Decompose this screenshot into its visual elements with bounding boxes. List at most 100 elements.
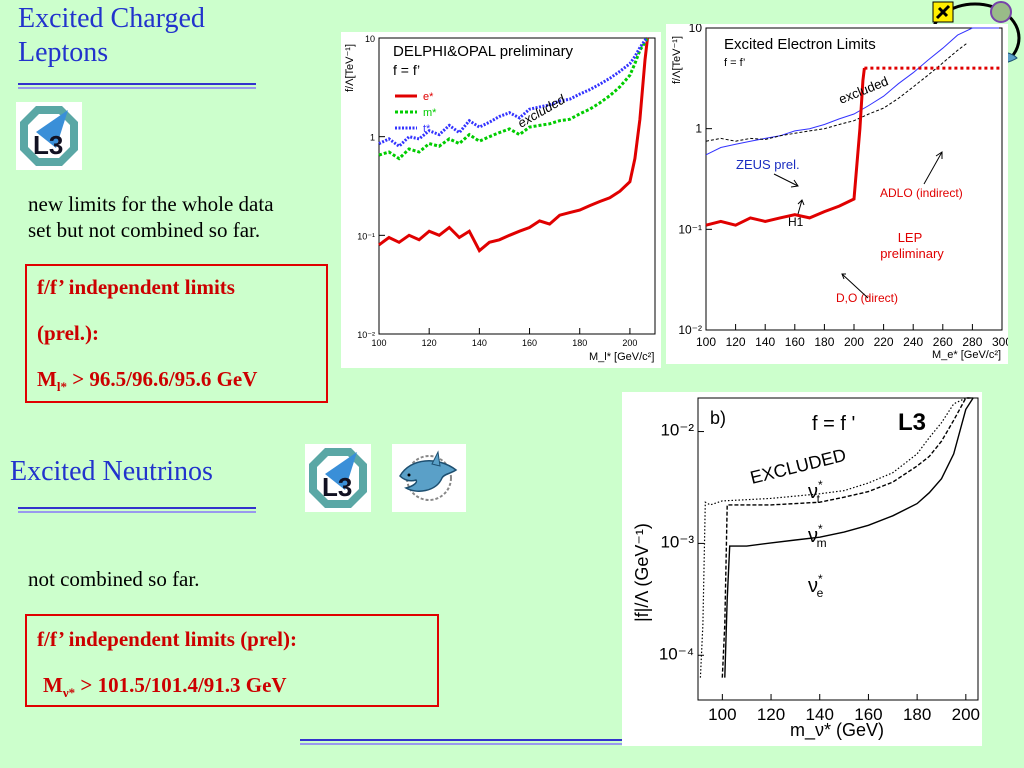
c1-annotation: excluded xyxy=(515,91,568,130)
c1-ytick-label: 1 xyxy=(370,133,375,143)
c3-xtick-label: 120 xyxy=(757,705,785,724)
box2-sub: ν* xyxy=(62,685,76,701)
c1-ytick-label: 10 xyxy=(365,34,375,44)
c1-ylabel: f/Λ[TeV⁻¹] xyxy=(344,44,356,92)
c1-xtick-label: 180 xyxy=(572,338,587,348)
l3-logo-icon-2: L3 xyxy=(305,444,371,512)
box2-line2: Mν* > 101.5/101.4/91.3 GeV xyxy=(43,674,287,704)
c1-ytick-label: 10⁻² xyxy=(357,330,375,340)
c3-xtick-label: 100 xyxy=(708,705,736,724)
chart-excited-electron: 100 120 140 160 180 200 220 240 260 280 300 10⁻² 10⁻… xyxy=(666,21,1012,364)
c3-series-0 xyxy=(699,397,974,678)
title-underline-1 xyxy=(18,83,256,85)
box2-line1: f/f’ independent limits (prel): xyxy=(37,627,297,651)
box1-line2: (prel.): xyxy=(37,321,100,345)
chart-l3-neutrinos: 100 120 140 160 180 200 10⁻⁴ 10⁻³ 10⁻² b) f = f … xyxy=(622,392,982,746)
c2-xtick-label: 100 xyxy=(696,335,716,349)
section-title-charged: Excited Charged Leptons xyxy=(18,2,258,70)
c2-arrows xyxy=(773,151,943,299)
c2-xtick-label: 240 xyxy=(903,335,923,349)
charged-note-line1: new limits for the whole data xyxy=(28,192,274,216)
title-line-2: Leptons xyxy=(18,37,109,68)
c2-xlabel: M_e* [GeV/c²] xyxy=(932,349,1001,361)
c2-series-2 xyxy=(705,67,866,227)
c1-xtick-label: 140 xyxy=(472,338,487,348)
c1-ytick-label: 10⁻¹ xyxy=(357,231,375,241)
title-underline-2 xyxy=(18,507,256,509)
c2-xtick-label: 120 xyxy=(726,335,746,349)
bottom-rule xyxy=(300,739,784,741)
c2-xtick-label: 220 xyxy=(874,335,894,349)
box1-value: > 96.5/96.6/95.6 GeV xyxy=(66,367,258,391)
box1-sub: l* xyxy=(56,379,67,395)
c3-subtitle: f = f ' xyxy=(812,413,855,435)
c1-series-1 xyxy=(378,37,649,161)
c3-series-1 xyxy=(721,397,974,678)
c2-series-1 xyxy=(705,43,967,142)
c3-frame xyxy=(697,397,979,701)
box2-m: M xyxy=(43,673,63,697)
c2-xtick-label: 180 xyxy=(814,335,834,349)
title-line-1: Excited Charged xyxy=(18,3,205,34)
c1-xtick-label: 200 xyxy=(622,338,637,348)
c1-legend-label: e* xyxy=(423,91,434,103)
chart-1-svg: 100 120 140 160 180 200 10⁻² 10⁻¹ 1 10 DELPHI&OPA… xyxy=(344,34,656,363)
chart-3-svg: 100 120 140 160 180 200 10⁻⁴ 10⁻³ 10⁻² b) f = f … xyxy=(632,397,980,741)
c2-subtitle: f = f’ xyxy=(724,57,745,69)
c3-label-nut: ν* t xyxy=(808,478,823,506)
c2-xtick-label: 260 xyxy=(933,335,953,349)
c2-xtick-label: 140 xyxy=(755,335,775,349)
section-title-neutrinos: Excited Neutrinos xyxy=(10,456,213,487)
svg-text:L3: L3 xyxy=(33,130,63,160)
c2-ann-do: D,O (direct) xyxy=(836,291,898,305)
c2-ann-adlo: ADLO (indirect) xyxy=(880,186,963,200)
c3-xlabel: m_ν* (GeV) xyxy=(790,720,884,741)
c3-ytick-label: 10⁻⁴ xyxy=(659,644,694,663)
c2-ytick-label: 1 xyxy=(695,122,702,136)
charged-note-line2: set but not combined so far. xyxy=(28,218,261,242)
c3-xtick-label: 160 xyxy=(854,705,882,724)
charged-note: new limits for the whole data set but no… xyxy=(28,191,338,243)
c2-ann-zeus: ZEUS prel. xyxy=(736,157,800,172)
neutrino-limits-box: f/f’ independent limits (prel): Mν* > 10… xyxy=(25,614,439,707)
c3-ylabel: |f|/Λ (GeV⁻¹) xyxy=(632,523,652,622)
box1-line1: f/f’ independent limits xyxy=(37,275,235,299)
c3-series-2 xyxy=(724,397,974,678)
c2-xtick-label: 280 xyxy=(962,335,982,349)
c3-label-nue: ν* e xyxy=(808,572,824,600)
c1-title: DELPHI&OPAL preliminary xyxy=(393,43,574,60)
c1-series-2 xyxy=(378,36,649,149)
c1-subtitle: f = f’ xyxy=(393,62,420,78)
charged-limits-box: f/f’ independent limits (prel.): Ml* > 9… xyxy=(25,264,328,403)
c3-annotation: EXCLUDED xyxy=(748,445,848,488)
svg-text:L3: L3 xyxy=(322,472,352,502)
c3-xtick-label: 140 xyxy=(806,705,834,724)
c2-xtick-label: 160 xyxy=(785,335,805,349)
c1-xtick-label: 120 xyxy=(422,338,437,348)
c3-xtick-label: 200 xyxy=(952,705,980,724)
chart-delphi-opal: 100 120 140 160 180 200 10⁻² 10⁻¹ 1 10 DELPHI&OPA… xyxy=(341,32,661,368)
box2-value: > 101.5/101.4/91.3 GeV xyxy=(75,673,287,697)
box1-m: M xyxy=(37,367,57,391)
c1-xlabel: M_l* [GeV/c²] xyxy=(589,351,654,363)
c1-xtick-label: 160 xyxy=(522,338,537,348)
c3-ytick-label: 10⁻² xyxy=(660,421,694,440)
c2-ann-lep: LEP xyxy=(898,230,923,245)
dolphin-logo-icon xyxy=(392,444,466,512)
c2-ann-prelim: preliminary xyxy=(880,246,944,261)
c1-xtick-label: 100 xyxy=(371,338,386,348)
c1-legend-label: m* xyxy=(423,107,437,119)
c3-xtick-label: 180 xyxy=(903,705,931,724)
c3-panel-label: b) xyxy=(710,408,726,428)
chart-2-svg: 100 120 140 160 180 200 220 240 260 280 300 10⁻² 10⁻… xyxy=(671,21,1012,361)
c2-ytick-label: 10 xyxy=(689,24,703,35)
neutrino-note: not combined so far. xyxy=(28,567,200,591)
c2-series-0 xyxy=(705,27,999,156)
c1-frame xyxy=(378,37,656,335)
box1-line3: Ml* > 96.5/96.6/95.6 GeV xyxy=(37,368,257,398)
c3-ytick-label: 10⁻³ xyxy=(660,532,694,551)
c1-legend-label: t* xyxy=(423,123,431,135)
c2-ytick-label: 10⁻² xyxy=(678,323,702,337)
c2-ann-h1: H1 xyxy=(788,215,804,229)
c2-xtick-label: 200 xyxy=(844,335,864,349)
